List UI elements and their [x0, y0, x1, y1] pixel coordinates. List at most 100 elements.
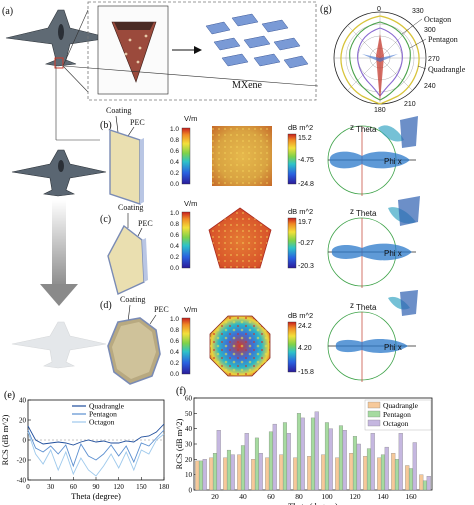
- rcs-tick-min: -20.3: [298, 263, 314, 270]
- bar-octagon: [370, 433, 375, 491]
- legend-swatch: [367, 419, 381, 427]
- polar-plot: [333, 11, 427, 105]
- progress-arrow-shaft: [52, 200, 66, 288]
- bar-quadrangle: [391, 453, 396, 491]
- x-tick-label: 150: [136, 483, 147, 491]
- series-line-octagon: [27, 431, 165, 477]
- polar-label-0: 0: [377, 6, 381, 13]
- rcs-unit-c: dB m^2: [288, 207, 313, 216]
- bar-quadrangle: [307, 456, 312, 491]
- bar-quadrangle: [195, 460, 200, 491]
- x-tick-label: 0: [26, 483, 30, 491]
- x-axis-label: Theta (degree): [71, 491, 121, 501]
- bar-pentagon: [296, 413, 301, 491]
- rcs-tick-min: -15.8: [298, 369, 314, 376]
- rcs-line-chart: (e) 0 30 60 90 120 150 180 -40 -20 0 20 40 Theta (deg…: [0, 390, 170, 501]
- bar-octagon: [286, 433, 291, 491]
- field-unit-c: V/m: [184, 199, 197, 208]
- jet-aircraft-d: [11, 321, 107, 369]
- axis-theta-c: Theta: [356, 209, 377, 218]
- field-tick: 0.0: [170, 265, 179, 272]
- panel-label-d: (d): [100, 300, 112, 311]
- legend-label: Quadrangle: [383, 401, 419, 410]
- bar-octagon: [202, 459, 207, 491]
- octagon-plate: [107, 317, 161, 385]
- bar-pentagon: [324, 422, 329, 491]
- bar-pentagon: [380, 454, 385, 491]
- legend-label: Pentagon: [89, 410, 117, 419]
- pentagon-plate: [107, 224, 148, 295]
- panel-label-b: (b): [100, 120, 112, 131]
- pec-label-c: PEC: [138, 219, 153, 228]
- y-tick-label: 40: [19, 397, 27, 405]
- x-tick-label: 180: [159, 483, 170, 491]
- axis-theta-d: Theta: [356, 303, 377, 312]
- rcs-tick-min: -24.8: [298, 181, 314, 188]
- bar-pentagon: [226, 449, 231, 491]
- bar-quadrangle: [321, 454, 326, 491]
- polar-label-180: 180: [374, 107, 386, 114]
- square-plate: [109, 129, 144, 205]
- bar-octagon: [384, 446, 389, 491]
- bar-octagon: [258, 453, 263, 491]
- y-axis-label: RCS (dB m^2): [174, 418, 184, 469]
- field-tick: 0.2: [170, 170, 179, 177]
- legend-label: Octagon: [89, 418, 115, 427]
- pec-label-b: PEC: [130, 118, 145, 127]
- bar-octagon: [426, 476, 431, 491]
- bar-octagon: [230, 454, 235, 491]
- x-tick-label: 60: [267, 492, 275, 501]
- bar-octagon: [314, 411, 319, 491]
- rcs-tick-mid: -0.27: [298, 240, 314, 247]
- bar-quadrangle: [237, 454, 242, 491]
- jet-aircraft-b: [11, 149, 107, 197]
- x-tick-label: 140: [377, 492, 389, 501]
- rcs-pattern-c: [327, 196, 420, 288]
- bar-pentagon: [394, 459, 399, 491]
- bar-pentagon: [422, 480, 427, 491]
- y-tick-label: 30: [185, 441, 193, 449]
- legend-label: Octagon: [383, 419, 409, 428]
- bar-quadrangle: [363, 456, 368, 491]
- polar-label-210: 210: [404, 101, 416, 108]
- x-tick-label: 20: [211, 492, 219, 501]
- y-tick-label: 20: [19, 417, 27, 425]
- legend-swatch: [367, 410, 381, 418]
- field-tick: 1.0: [170, 210, 179, 217]
- rcs-colorbar-c: [287, 217, 297, 269]
- rcs-colorbar-d: [287, 321, 297, 373]
- bar-quadrangle: [279, 454, 284, 491]
- bar-quadrangle: [377, 457, 382, 491]
- polar-label-240: 240: [424, 83, 436, 90]
- rcs-tick-max: 15.2: [298, 135, 312, 142]
- y-tick-label: 20: [185, 456, 193, 464]
- progress-arrow-head: [40, 284, 78, 306]
- axis-z-d: z: [350, 301, 354, 310]
- y-tick-label: 50: [185, 410, 193, 418]
- y-tick-label: 40: [185, 425, 193, 433]
- bar-octagon: [272, 423, 277, 491]
- legend-label: Quadrangle: [89, 402, 125, 411]
- axis-phi-c: Phi x: [384, 249, 402, 258]
- x-tick-label: 120: [113, 483, 124, 491]
- rcs-bar-chart: (f) 0 10 20 30 40 50 60 20 40 60 80 100 120 140 160 Thet…: [174, 386, 433, 505]
- polar-quadrangle-curve: [340, 15, 420, 105]
- axis-z-c: z: [350, 207, 354, 216]
- bar-pentagon: [212, 453, 217, 491]
- series-line-quadrangle: [27, 423, 165, 446]
- bar-pentagon: [240, 445, 245, 491]
- bar-quadrangle: [223, 457, 228, 491]
- field-tick: 0.4: [170, 243, 179, 250]
- rcs-unit-b: dB m^2: [288, 123, 313, 132]
- field-tick: 1.0: [170, 126, 179, 133]
- bar-octagon: [216, 430, 221, 491]
- bar-quadrangle: [405, 465, 410, 491]
- coated-nose-cone: [111, 21, 157, 83]
- polar-label-330: 330: [412, 8, 424, 15]
- axis-z-b: z: [350, 123, 354, 132]
- bar-octagon: [356, 443, 361, 491]
- y-tick-label: 10: [185, 471, 193, 479]
- rcs-pattern-d: [327, 290, 418, 382]
- field-tick: 0.8: [170, 137, 179, 144]
